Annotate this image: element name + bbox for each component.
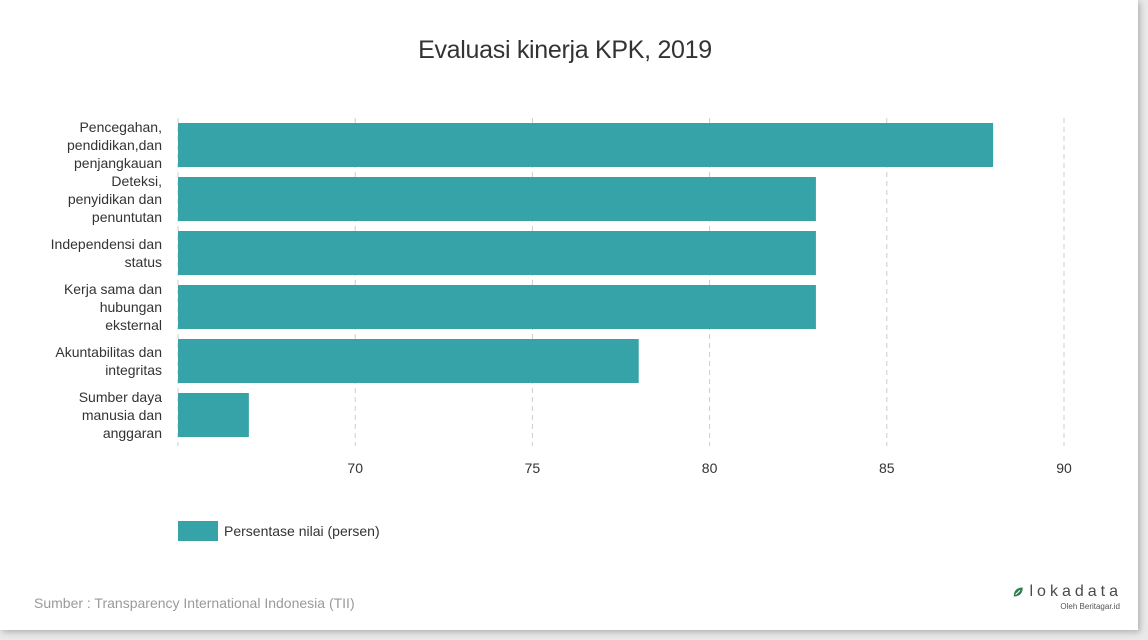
brand-name: lokadata (1029, 583, 1122, 600)
x-tick-label-75: 75 (525, 460, 541, 476)
bar-1 (178, 177, 816, 221)
chart-title: Evaluasi kinerja KPK, 2019 (418, 36, 712, 64)
brand-subtitle: Oleh Beritagar.id (1060, 602, 1120, 611)
x-tick-label-70: 70 (347, 460, 363, 476)
category-label-line: pendidikan,dan (67, 137, 162, 153)
chart-card: Evaluasi kinerja KPK, 2019 Pencegahan, pe… (0, 0, 1138, 630)
legend: Persentase nilai (persen) (178, 521, 380, 541)
x-tick-label-80: 80 (702, 460, 718, 476)
bar-2 (178, 231, 816, 275)
category-label-line: anggaran (103, 425, 162, 441)
category-label-4: Akuntabilitas dan integritas (55, 344, 162, 378)
brand-logo: lokadata Oleh Beritagar.id (1012, 583, 1122, 611)
x-tick-label-90: 90 (1056, 460, 1072, 476)
category-label-line: penuntutan (92, 209, 162, 225)
category-label-5: Sumber daya manusia dan anggaran (79, 389, 162, 441)
category-label-line: penjangkauan (74, 155, 162, 171)
category-label-2: Independensi dan status (51, 236, 162, 270)
category-label-0: Pencegahan, pendidikan,dan penjangkauan (67, 119, 162, 171)
category-label-line: Independensi dan (51, 236, 162, 252)
category-label-1: Deteksi, penyidikan dan penuntutan (68, 173, 162, 225)
category-label-line: integritas (105, 362, 162, 378)
category-label-line: Sumber daya (79, 389, 162, 405)
bar-4 (178, 339, 639, 383)
bar-3 (178, 285, 816, 329)
legend-swatch (178, 521, 218, 541)
category-label-line: Kerja sama dan (64, 281, 162, 297)
category-label-line: status (125, 254, 162, 270)
x-tick-label-85: 85 (879, 460, 895, 476)
legend-label: Persentase nilai (persen) (224, 523, 380, 539)
bar-0 (178, 123, 994, 167)
category-label-line: Akuntabilitas dan (55, 344, 162, 360)
category-label-line: Deteksi, (111, 173, 162, 189)
category-label-line: penyidikan dan (68, 191, 162, 207)
bar-5 (178, 393, 249, 437)
category-label-line: hubungan (100, 299, 162, 315)
leaf-icon (1013, 587, 1023, 597)
category-label-3: Kerja sama dan hubungan eksternal (64, 281, 162, 333)
category-label-line: eksternal (105, 317, 162, 333)
category-label-line: Pencegahan, (79, 119, 162, 135)
bar-chart: Pencegahan, pendidikan,dan penjangkauan Det… (51, 118, 1072, 476)
source-note: Sumber : Transparency International Indo… (34, 595, 355, 611)
category-label-line: manusia dan (82, 407, 162, 423)
